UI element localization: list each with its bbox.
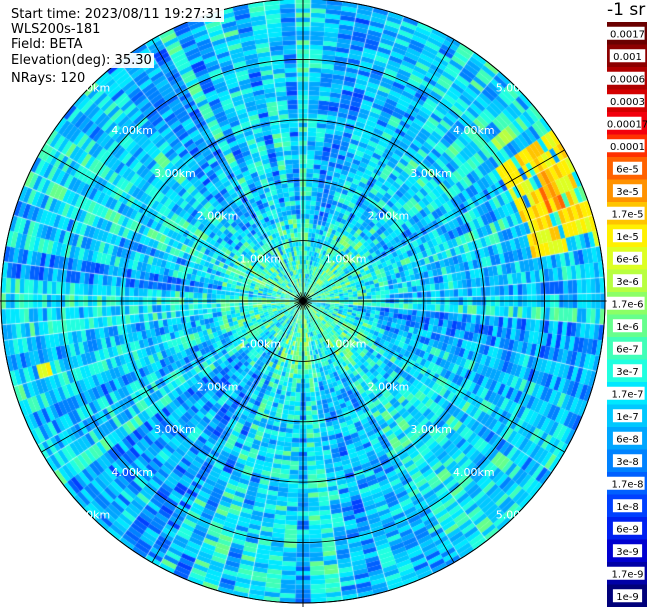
colorbar-tick-label: 0.0017 <box>606 26 645 40</box>
azimuth-spoke <box>302 300 455 563</box>
azimuth-spoke <box>151 39 304 302</box>
elevation-label: Elevation(deg): 35.30 <box>11 53 154 68</box>
colorbar-tick-label: 1e-7 <box>612 409 643 423</box>
range-label: 5.00km <box>69 509 111 522</box>
range-label: 5.00km <box>496 81 538 94</box>
svg-text:6e-6: 6e-6 <box>616 254 639 265</box>
range-label: 4.00km <box>453 124 495 137</box>
azimuth-spoke <box>41 149 304 302</box>
start-time-label: Start time: 2023/08/11 19:27:31 <box>11 7 225 22</box>
range-label: 3.00km <box>410 167 452 180</box>
range-label: 1.00km <box>325 252 367 265</box>
svg-text:1e-5: 1e-5 <box>616 232 639 243</box>
range-label: 1.00km <box>325 338 367 351</box>
svg-text:1e-6: 1e-6 <box>616 322 639 333</box>
svg-text:1.7e-8: 1.7e-8 <box>611 479 643 490</box>
svg-text:0.0006: 0.0006 <box>610 74 645 85</box>
colorbar-tick-label: 3e-9 <box>612 544 643 558</box>
azimuth-spoke <box>151 300 304 563</box>
colorbar-tick-label: 0.0001 <box>606 139 645 153</box>
svg-text:1e-9: 1e-9 <box>616 592 639 603</box>
range-label: 2.00km <box>368 210 410 223</box>
azimuth-spoke <box>302 149 565 302</box>
azimuth-spoke <box>302 300 565 453</box>
range-label: 5.00km <box>496 509 538 522</box>
svg-text:6e-8: 6e-8 <box>616 434 639 445</box>
svg-text:1.7e-5: 1.7e-5 <box>611 209 643 220</box>
colorbar-tick-label: 6e-7 <box>612 341 643 355</box>
range-label: 4.00km <box>453 466 495 479</box>
svg-text:6e-5: 6e-5 <box>616 164 639 175</box>
svg-text:3e-7: 3e-7 <box>616 367 639 378</box>
svg-text:0.001: 0.001 <box>613 52 642 63</box>
range-label: 3.00km <box>154 167 196 180</box>
colorbar-tick-label: 0.0006 <box>606 71 645 85</box>
svg-text:1.7e-7: 1.7e-7 <box>611 389 643 400</box>
instrument-label: WLS200s-181 <box>11 22 103 37</box>
svg-text:3e-6: 3e-6 <box>616 277 639 288</box>
colorbar-tick-label: 6e-9 <box>612 521 643 535</box>
range-label: 4.00km <box>111 466 153 479</box>
range-label: 3.00km <box>410 423 452 436</box>
colorbar-tick-label: 6e-5 <box>612 161 643 175</box>
colorbar-tick-label: 1e-6 <box>612 319 643 333</box>
svg-text:3e-9: 3e-9 <box>616 547 639 558</box>
colorbar-tick-label: 1.7e-9 <box>606 566 645 580</box>
range-label: 2.00km <box>368 380 410 393</box>
svg-text:0.0003: 0.0003 <box>610 97 645 108</box>
range-label: 3.00km <box>154 423 196 436</box>
svg-text:1e-7: 1e-7 <box>616 412 639 423</box>
colorbar-tick-label: 3e-6 <box>612 274 643 288</box>
colorbar-tick-label: 3e-8 <box>612 454 643 468</box>
nrays-label: NRays: 120 <box>11 71 88 86</box>
colorbar-tick-label: 1.7e-7 <box>606 386 645 400</box>
svg-text:1.7e-6: 1.7e-6 <box>611 299 643 310</box>
range-label: 1.00km <box>240 338 282 351</box>
svg-text:1e-8: 1e-8 <box>616 502 639 513</box>
svg-text:6e-7: 6e-7 <box>616 344 639 355</box>
svg-text:3e-8: 3e-8 <box>616 457 639 468</box>
colorbar-tick-label: 0.0003 <box>606 94 645 108</box>
svg-text:0.0001: 0.0001 <box>610 142 645 153</box>
colorbar-tick-label: 6e-6 <box>612 251 643 265</box>
colorbar-tick-label: 1e-5 <box>612 229 643 243</box>
colorbar-tick-label: 1e-8 <box>612 499 643 513</box>
colorbar-tick-label: 3e-7 <box>612 364 643 378</box>
colorbar-tick-label: 0.00017 <box>603 116 647 130</box>
colorbar-tick-label: 1.7e-6 <box>606 296 645 310</box>
colorbar-tick-label: 1.7e-5 <box>606 206 645 220</box>
svg-text:1.7e-9: 1.7e-9 <box>611 569 643 580</box>
svg-text:0.0017: 0.0017 <box>610 29 645 40</box>
field-label: Field: BETA <box>11 37 85 52</box>
colorbar-tick-label: 1.7e-8 <box>606 476 645 490</box>
svg-text:6e-9: 6e-9 <box>616 524 639 535</box>
colorbar-tick-label: 6e-8 <box>612 431 643 445</box>
azimuth-spoke <box>302 39 455 302</box>
colorbar-tick-label: 3e-5 <box>612 184 643 198</box>
azimuth-spoke <box>41 300 304 453</box>
range-label: 2.00km <box>197 380 239 393</box>
svg-text:0.00017: 0.00017 <box>607 119 647 130</box>
range-label: 4.00km <box>111 124 153 137</box>
colorbar-tick-label: 1e-9 <box>612 589 643 603</box>
colorbar-unit-label: -1 sr <box>607 0 646 20</box>
colorbar-tick-label: 0.001 <box>609 49 646 63</box>
range-label: 1.00km <box>240 252 282 265</box>
svg-text:3e-5: 3e-5 <box>616 187 639 198</box>
range-label: 2.00km <box>197 210 239 223</box>
